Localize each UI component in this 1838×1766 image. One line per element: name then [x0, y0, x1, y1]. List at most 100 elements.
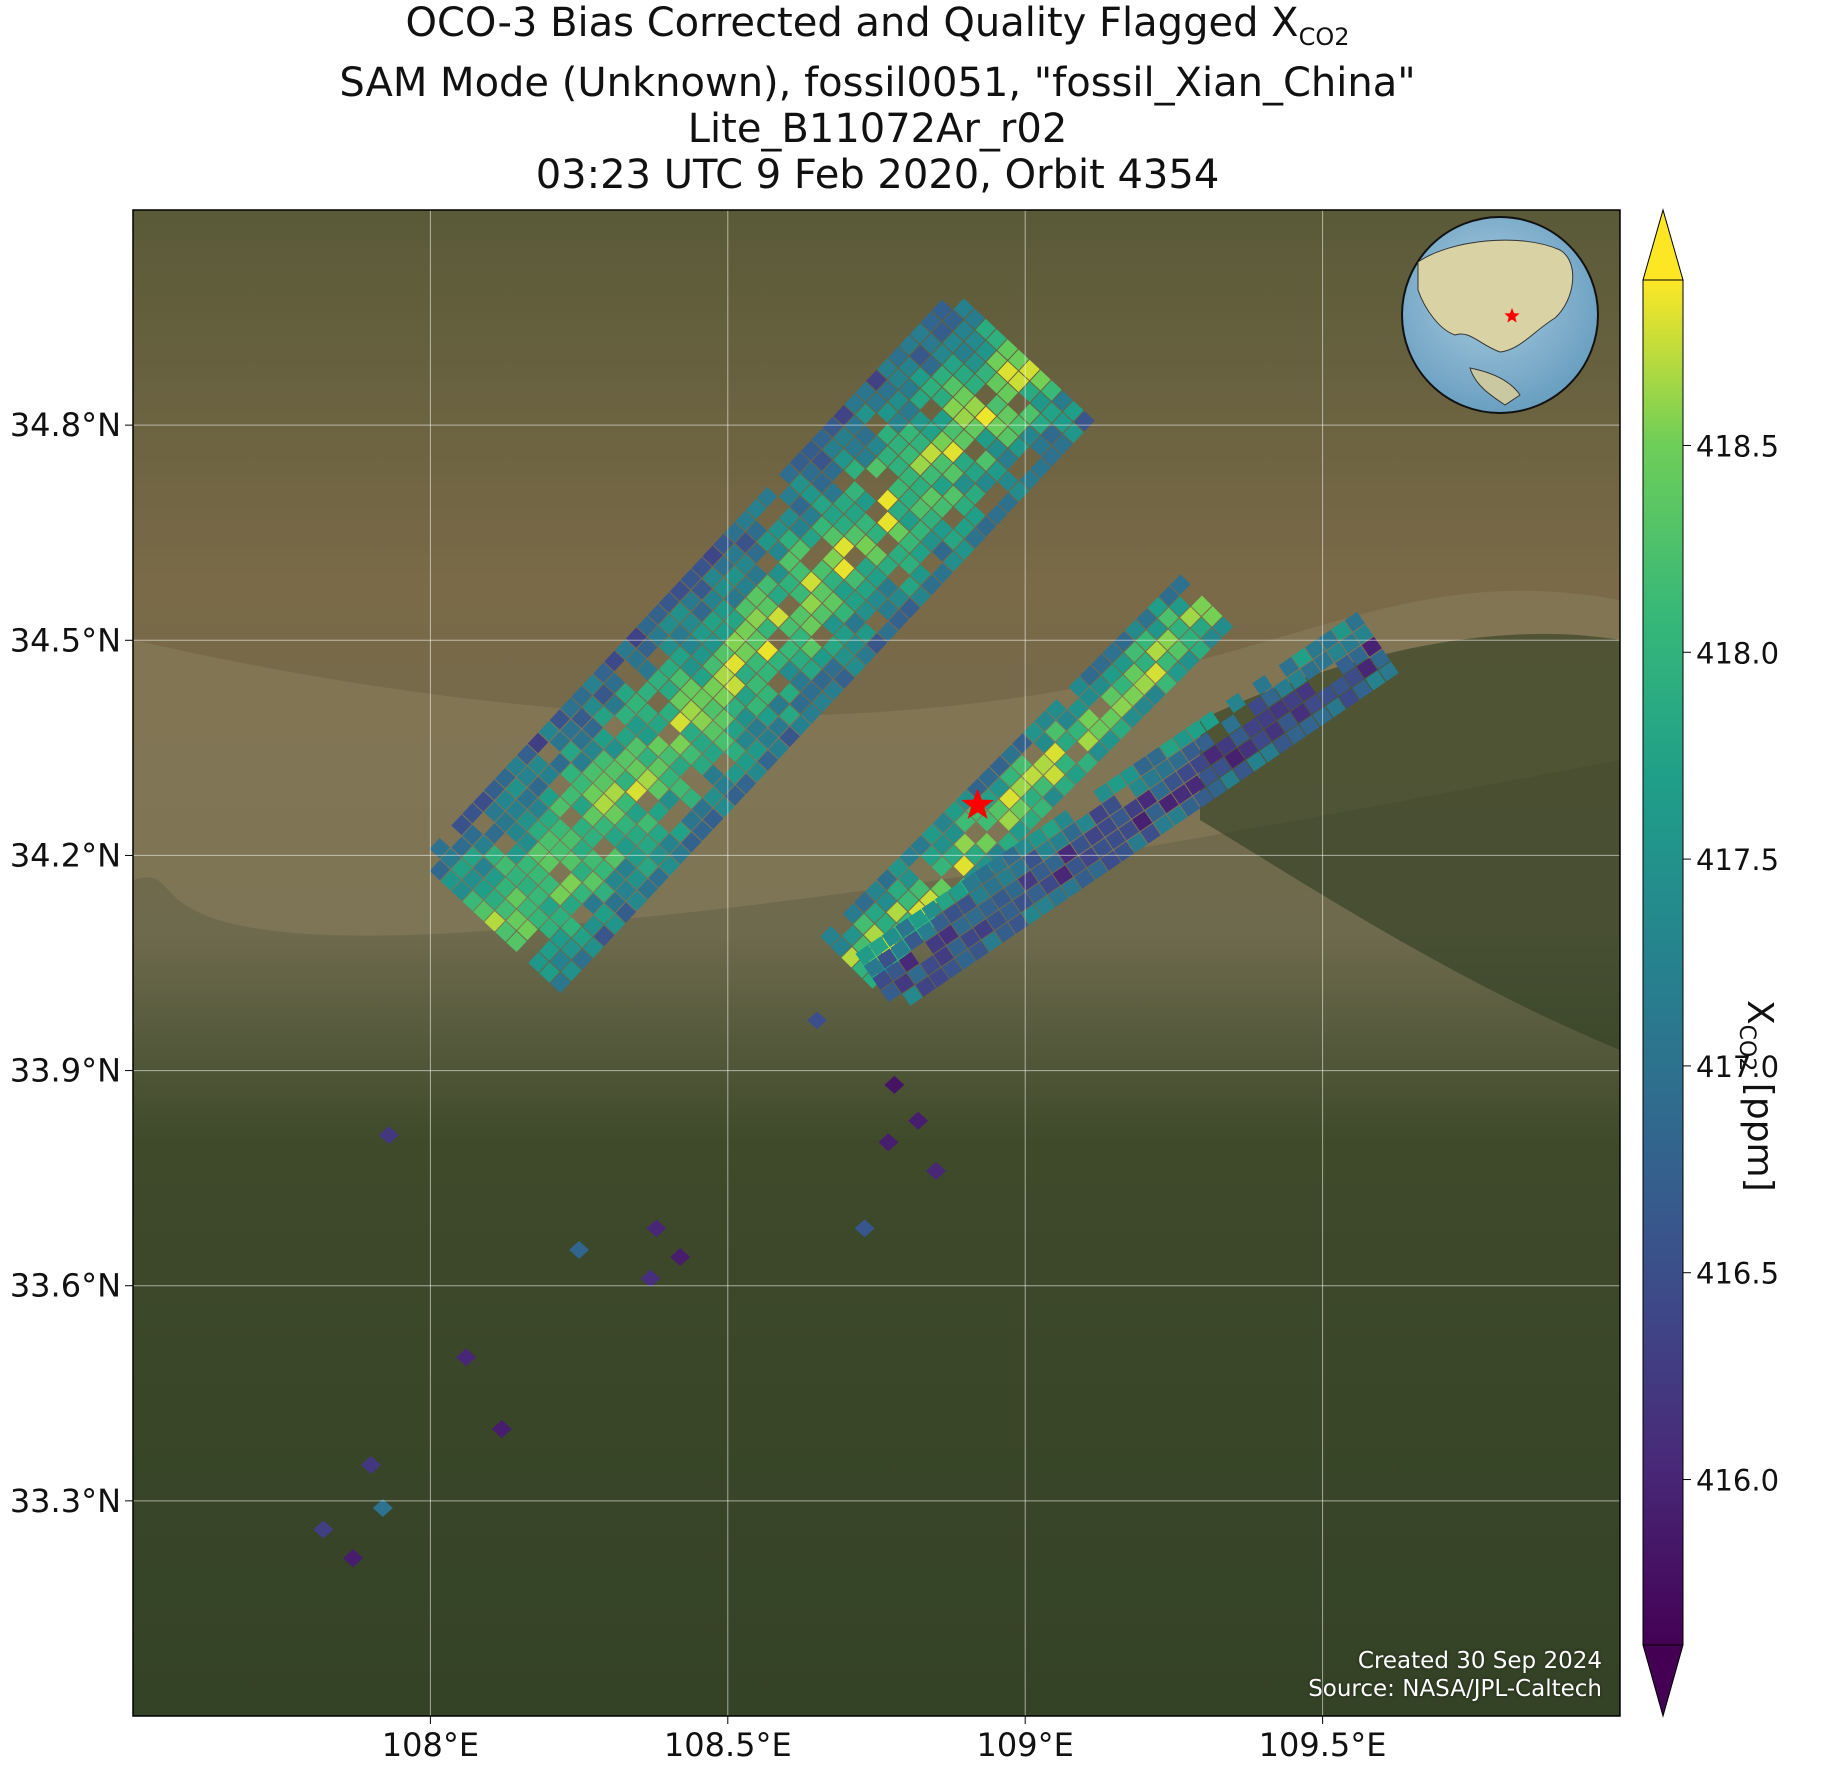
- sounding-pixel: [768, 716, 789, 738]
- sounding-pixel: [1136, 789, 1158, 810]
- sounding-pixel: [615, 704, 636, 726]
- sounding-pixel: [800, 484, 822, 505]
- sounding-pixel: [890, 939, 911, 960]
- sounding-pixel: [964, 352, 985, 373]
- sounding-pixel: [1044, 742, 1066, 764]
- sounding-pixel: [1030, 457, 1051, 479]
- sounding-pixel: [1179, 628, 1200, 650]
- sounding-pixel: [854, 891, 875, 913]
- sounding-pixel: [1199, 711, 1220, 731]
- sounding-pixel: [1022, 765, 1043, 787]
- sounding-pixel: [789, 517, 811, 539]
- sounding-pixel: [615, 880, 637, 901]
- sounding-pixel: [908, 909, 929, 930]
- sounding-pixel: [713, 599, 734, 621]
- sounding-pixel: [429, 859, 450, 881]
- sounding-pixel: [801, 681, 822, 702]
- sounding-pixel: [1100, 708, 1121, 729]
- sounding-pixel: [909, 323, 931, 344]
- sounding-pixel: [506, 931, 527, 952]
- sounding-pixel: [833, 514, 855, 536]
- sounding-pixel: [1145, 662, 1166, 684]
- sounding-pixel: [790, 583, 811, 604]
- sounding-pixel: [1044, 764, 1065, 786]
- sounding-pixel: [779, 573, 800, 594]
- sounding-pixel: [910, 835, 931, 856]
- sounding-pixel: [735, 729, 757, 751]
- sounding-pixel: [681, 788, 702, 809]
- sounding-pixel: [658, 680, 680, 701]
- sounding-pixel: [902, 985, 923, 1006]
- sounding-pixel: [855, 623, 877, 644]
- sounding-pixel: [1011, 755, 1032, 776]
- sounding-pixel: [1079, 687, 1100, 708]
- sounding-pixel: [953, 364, 975, 385]
- sounding-pixel: [670, 756, 691, 777]
- sounding-pixel: [670, 843, 691, 865]
- y-tick-label: 34.8°N: [10, 406, 121, 444]
- sounding-pixel: [1145, 802, 1166, 823]
- sounding-pixel: [1264, 721, 1285, 742]
- sounding-pixel: [637, 659, 658, 681]
- sounding-pixel: [934, 891, 955, 912]
- sounding-pixel: [1111, 718, 1132, 740]
- sounding-pixel: [801, 637, 822, 659]
- sounding-pixel: [658, 592, 680, 613]
- sounding-pixel: [582, 871, 604, 893]
- sounding-pixel: [779, 529, 800, 550]
- sounding-pixel: [864, 902, 886, 923]
- sounding-pixel: [1190, 639, 1211, 660]
- sounding-pixel: [996, 867, 1017, 888]
- sounding-pixel: [571, 817, 593, 838]
- map-gridlines: [133, 210, 1620, 1716]
- sounding-pixel: [1061, 877, 1082, 898]
- sounding-pixel: [735, 707, 757, 729]
- sounding-pixel: [997, 492, 1019, 514]
- sounding-pixel: [1030, 370, 1051, 391]
- sounding-pixel: [822, 482, 844, 504]
- sounding-pixel: [956, 894, 977, 915]
- sounding-pixel: [1326, 642, 1347, 663]
- sounding-pixel: [1180, 606, 1201, 628]
- sounding-pixel: [582, 783, 604, 805]
- sounding-pixel: [484, 867, 505, 888]
- sounding-pixel: [989, 755, 1010, 777]
- sounding-pixel: [899, 598, 920, 619]
- sounding-pixel: [1041, 446, 1062, 467]
- scattered-sounding: [313, 1520, 334, 1539]
- sounding-pixel: [724, 653, 745, 675]
- sounding-pixel: [560, 741, 582, 762]
- sounding-pixel: [811, 494, 833, 515]
- sounding-pixel: [604, 848, 626, 869]
- sounding-pixel: [855, 601, 877, 622]
- sounding-pixel: [1146, 619, 1168, 640]
- sounding-pixel: [1039, 874, 1060, 895]
- sounding-pixel: [975, 406, 997, 428]
- sounding-pixel: [964, 396, 986, 417]
- sounding-pixel: [658, 636, 680, 657]
- sounding-pixel: [1331, 620, 1352, 641]
- sounding-pixel: [943, 903, 964, 924]
- sounding-pixel: [1123, 685, 1144, 706]
- y-tick-label: 34.2°N: [10, 836, 121, 874]
- sounding-pixel: [746, 520, 767, 542]
- sounding-pixel: [724, 785, 746, 806]
- sounding-pixel: [987, 855, 1008, 875]
- sounding-pixel: [593, 706, 614, 727]
- sounding-pixel: [997, 361, 1018, 382]
- sounding-pixel: [986, 372, 1007, 394]
- sounding-pixel: [462, 824, 483, 846]
- sounding-pixel: [789, 539, 811, 561]
- sounding-pixel: [1158, 607, 1179, 629]
- sounding-pixel: [888, 500, 909, 521]
- sounding-pixel: [899, 400, 920, 422]
- sounding-pixel: [888, 434, 909, 455]
- scattered-sounding: [646, 1219, 667, 1238]
- sounding-pixel: [954, 833, 975, 855]
- sounding-pixel: [812, 691, 833, 713]
- sounding-pixel: [942, 353, 964, 375]
- sounding-pixel: [1171, 784, 1192, 805]
- sounding-pixel: [899, 554, 920, 575]
- sounding-pixel: [1019, 425, 1040, 447]
- sounding-pixel: [495, 811, 516, 833]
